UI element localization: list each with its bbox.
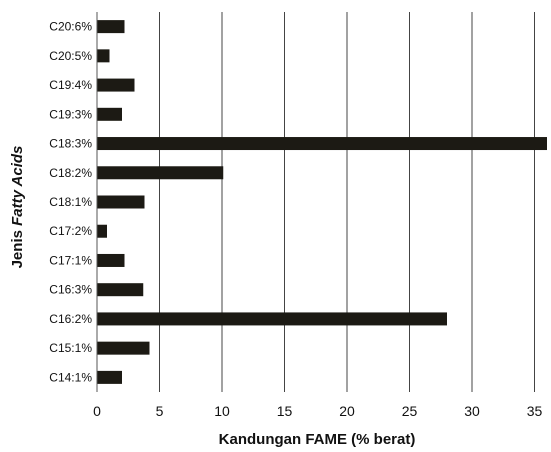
bar-c15-1	[97, 341, 150, 355]
bar-c16-2	[97, 312, 447, 326]
x-tick-label-30: 30	[464, 403, 480, 419]
y-tick-label-c18-1: C18:1%	[49, 195, 92, 209]
y-tick-label-c15-1: C15:1%	[49, 341, 92, 355]
bar-c20-6	[97, 20, 125, 34]
y-tick-label-c18-3: C18:3%	[49, 137, 92, 151]
bar-c20-5	[97, 49, 110, 63]
bar-c19-4	[97, 78, 135, 92]
x-tick-label-20: 20	[339, 403, 355, 419]
x-tick-label-15: 15	[277, 403, 293, 419]
y-tick-label-c14-1: C14:1%	[49, 370, 92, 384]
bar-c17-1	[97, 253, 125, 267]
x-tick-label-5: 5	[156, 403, 164, 419]
y-axis-title-italic: Fatty Acids	[9, 146, 26, 226]
y-tick-label-c18-2: C18:2%	[49, 166, 92, 180]
y-axis-title-prefix: Jenis	[9, 226, 26, 269]
y-axis-title: Jenis Fatty Acids	[9, 146, 26, 269]
bars	[97, 20, 547, 384]
y-tick-label-c17-2: C17:2%	[49, 224, 92, 238]
y-tick-labels: C14:1% C15:1% C16:2% C16:3% C17:1% C17:2% C18:…	[49, 20, 92, 385]
y-tick-label-c19-4: C19:4%	[49, 78, 92, 92]
grid-lines	[159, 12, 535, 392]
x-tick-label-35: 35	[527, 403, 543, 419]
bar-c18-1	[97, 195, 145, 209]
bar-c16-3	[97, 283, 144, 297]
x-tick-label-0: 0	[93, 403, 101, 419]
bar-c18-3	[97, 137, 547, 151]
y-tick-label-c19-3: C19:3%	[49, 107, 92, 121]
x-tick-label-25: 25	[402, 403, 418, 419]
bar-c19-3	[97, 107, 122, 121]
y-tick-label-c16-3: C16:3%	[49, 283, 92, 297]
x-axis-title: Kandungan FAME (% berat)	[219, 431, 416, 448]
y-tick-label-c17-1: C17:1%	[49, 253, 92, 267]
x-tick-label-10: 10	[214, 403, 230, 419]
bar-c14-1	[97, 370, 122, 384]
x-tick-labels: 0 5 10 15 20 25 30 35	[93, 403, 542, 419]
bar-c18-2	[97, 166, 224, 180]
y-tick-label-c20-5: C20:5%	[49, 49, 92, 63]
y-tick-label-c20-6: C20:6%	[49, 20, 92, 34]
bar-c17-2	[97, 224, 107, 238]
y-tick-label-c16-2: C16:2%	[49, 312, 92, 326]
